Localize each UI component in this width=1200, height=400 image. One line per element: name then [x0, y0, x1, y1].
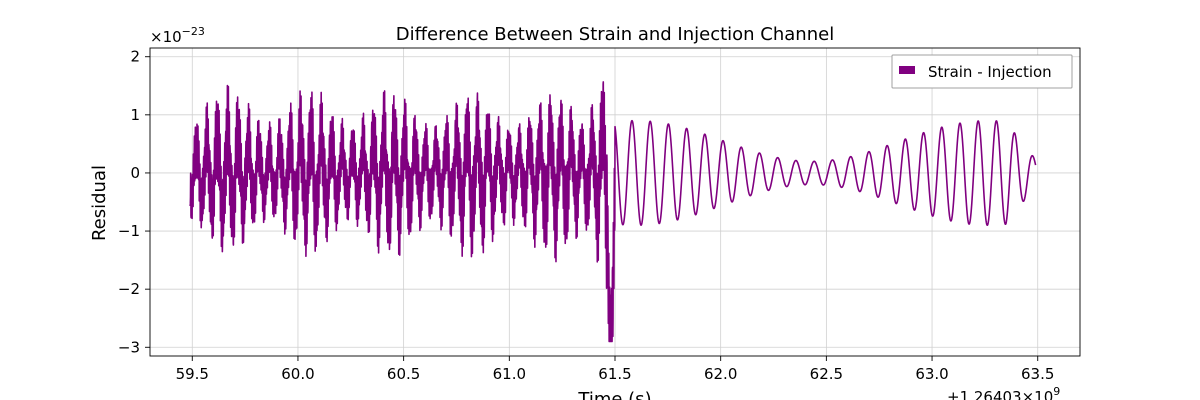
legend-box — [891, 54, 1073, 89]
y-tick-label: −1 — [118, 222, 140, 240]
y-axis-label: Residual — [89, 165, 110, 241]
x-tick-label: 62.0 — [704, 365, 737, 383]
x-tick-label: 60.0 — [281, 365, 314, 383]
x-offset-exponent: 9 — [1053, 385, 1060, 398]
legend: Strain - Injection — [891, 54, 1073, 89]
x-tick-label: 61.0 — [493, 365, 526, 383]
series-layer — [189, 81, 1037, 343]
x-tick-label: 63.5 — [1021, 365, 1054, 383]
legend-swatch — [899, 66, 915, 74]
x-axis-label: Time (s) — [577, 389, 651, 400]
y-axis: 2 1 0 −1 −2 −3 — [118, 48, 150, 356]
x-tick-label: 60.5 — [387, 365, 420, 383]
x-tick-label: 63.0 — [915, 365, 948, 383]
y-tick-label: 1 — [130, 106, 140, 124]
y-tick-label: 0 — [130, 164, 140, 182]
x-tick-label: 62.5 — [810, 365, 843, 383]
y-scale-exponent: −23 — [182, 25, 205, 38]
y-tick-label: 2 — [130, 48, 140, 66]
series-strain-injection — [189, 81, 1037, 343]
x-axis: 59.5 60.0 60.5 61.0 61.5 62.0 62.5 63.0 63.5 — [176, 356, 1054, 383]
y-scale-label: ×10−23 — [150, 25, 205, 46]
x-offset-base: +1.26403×10 — [947, 388, 1053, 400]
x-tick-label: 59.5 — [176, 365, 209, 383]
y-tick-label: −2 — [118, 280, 140, 298]
legend-entry: Strain - Injection — [928, 63, 1052, 81]
x-tick-label: 61.5 — [598, 365, 631, 383]
chart-title: Difference Between Strain and Injection … — [396, 24, 834, 45]
x-offset-label: +1.26403×109 — [947, 385, 1060, 400]
y-scale-base: ×10 — [150, 28, 182, 46]
y-tick-label: −3 — [118, 338, 140, 356]
